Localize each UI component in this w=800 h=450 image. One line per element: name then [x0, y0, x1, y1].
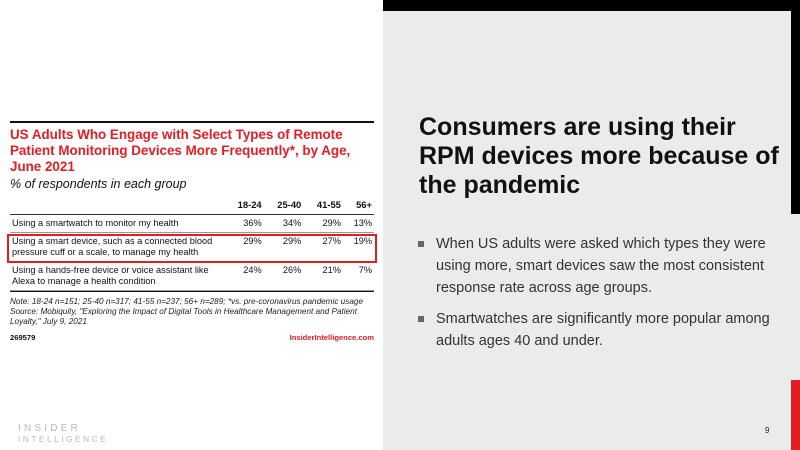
row-value: 19%	[342, 232, 374, 262]
chart-subtitle: % of respondents in each group	[10, 177, 187, 191]
table-header-col-2: 41-55	[303, 196, 343, 215]
table-header-label	[10, 196, 224, 215]
table-header-col-3: 56+	[342, 196, 374, 215]
row-value: 29%	[303, 214, 343, 233]
row-value: 29%	[263, 232, 304, 262]
note-text: Note: 18-24 n=151; 25-40 n=317; 41-55 n=…	[10, 297, 363, 306]
bullet-item: When US adults were asked which types th…	[416, 233, 776, 299]
top-black-strip	[383, 0, 800, 11]
table-header-row: 18-24 25-40 41-55 56+	[10, 196, 374, 215]
logo-line-2: INTELLIGENCE	[18, 434, 109, 444]
chart-table: US Adults Who Engage with Select Types o…	[7, 121, 377, 342]
source-text: Source: Mobiquity, "Exploring the Impact…	[10, 307, 357, 326]
chart-title: US Adults Who Engage with Select Types o…	[10, 127, 351, 174]
chart-brand: InsiderIntelligence.com	[289, 333, 374, 342]
page-number: 9	[765, 426, 770, 435]
slide-headline: Consumers are using their RPM devices mo…	[419, 113, 779, 199]
right-edge-red-bar	[791, 380, 800, 450]
chart-footer: 269579 InsiderIntelligence.com	[10, 333, 374, 342]
bullet-list: When US adults were asked which types th…	[416, 233, 776, 361]
chart-id: 269579	[10, 333, 36, 342]
row-value: 27%	[303, 232, 343, 262]
table-row: Using a hands-free device or voice assis…	[10, 261, 374, 291]
bullet-item: Smartwatches are significantly more popu…	[416, 308, 776, 352]
row-value: 29%	[224, 232, 264, 262]
row-value: 26%	[263, 261, 304, 291]
row-value: 34%	[263, 214, 304, 233]
logo-line-1: INSIDER	[18, 423, 81, 434]
row-label: Using a hands-free device or voice assis…	[10, 261, 224, 291]
row-label: Using a smartwatch to monitor my health	[10, 214, 224, 233]
row-value: 21%	[303, 261, 343, 291]
row-value: 13%	[342, 214, 374, 233]
chart-top-rule	[10, 121, 374, 123]
table-header-col-0: 18-24	[224, 196, 264, 215]
row-value: 24%	[224, 261, 264, 291]
data-table: 18-24 25-40 41-55 56+ Using a smartwatch…	[10, 196, 374, 291]
table-header-col-1: 25-40	[263, 196, 304, 215]
table-row: Using a smartwatch to monitor my health …	[10, 214, 374, 233]
chart-note: Note: 18-24 n=151; 25-40 n=317; 41-55 n=…	[10, 297, 374, 327]
chart-bottom-rule	[10, 291, 374, 292]
right-panel	[383, 11, 800, 450]
table-row-highlighted: Using a smart device, such as a connecte…	[10, 232, 374, 262]
row-value: 7%	[342, 261, 374, 291]
insider-intelligence-logo: INSIDER INTELLIGENCE	[18, 423, 109, 445]
row-label: Using a smart device, such as a connecte…	[10, 232, 224, 262]
row-value: 36%	[224, 214, 264, 233]
right-edge-black-bar	[791, 11, 800, 214]
